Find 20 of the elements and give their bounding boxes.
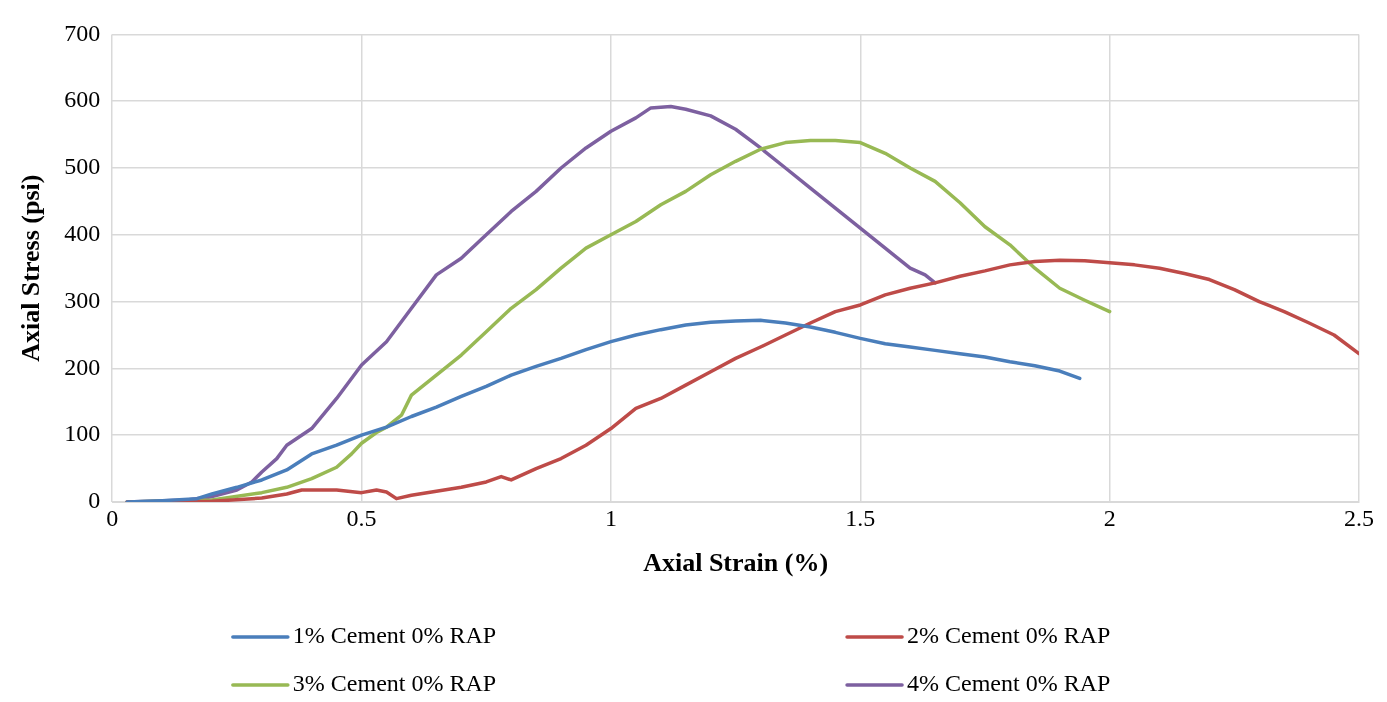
y-tick-label: 600: [64, 86, 101, 113]
y-tick-label: 500: [64, 153, 101, 180]
legend-label: 1% Cement 0% RAP: [292, 622, 497, 649]
x-tick-label: 0: [106, 504, 119, 531]
y-tick-label: 100: [64, 420, 101, 447]
x-tick-label: 1.5: [845, 504, 876, 531]
x-tick-label: 2.5: [1344, 504, 1374, 531]
y-tick-label: 700: [64, 19, 101, 46]
legend-label: 2% Cement 0% RAP: [907, 622, 1111, 649]
legend-label: 4% Cement 0% RAP: [907, 670, 1111, 697]
x-tick-label: 0.5: [346, 504, 377, 531]
legend-label: 3% Cement 0% RAP: [292, 670, 497, 697]
x-tick-label: 2: [1103, 504, 1116, 531]
y-tick-label: 0: [88, 487, 101, 514]
y-tick-label: 200: [64, 353, 101, 380]
x-axis-title: Axial Strain (%): [643, 548, 829, 578]
x-tick-label: 1: [604, 504, 617, 531]
y-tick-label: 300: [64, 286, 101, 313]
y-tick-label: 400: [64, 220, 101, 247]
y-axis-title: Axial Stress (psi): [16, 174, 46, 362]
